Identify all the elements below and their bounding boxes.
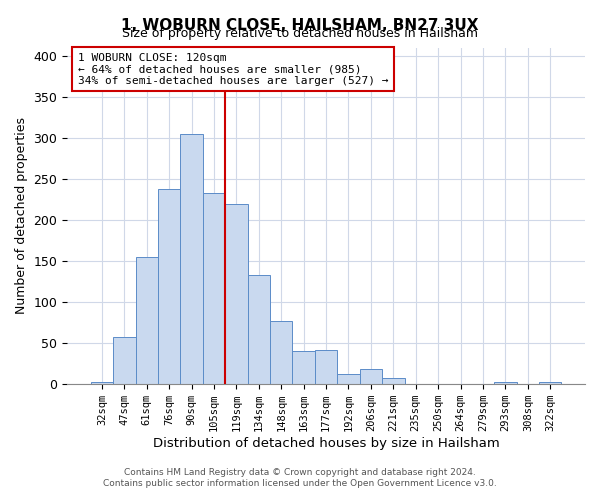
X-axis label: Distribution of detached houses by size in Hailsham: Distribution of detached houses by size …: [153, 437, 499, 450]
Bar: [270, 321, 292, 384]
Bar: [494, 382, 517, 384]
Bar: [113, 336, 136, 384]
Y-axis label: Number of detached properties: Number of detached properties: [15, 118, 28, 314]
Bar: [315, 350, 337, 384]
Bar: [292, 352, 315, 384]
Bar: [360, 370, 382, 384]
Bar: [181, 134, 203, 384]
Bar: [158, 189, 181, 384]
Bar: [539, 382, 562, 384]
Bar: [248, 275, 270, 384]
Bar: [337, 374, 360, 384]
Text: 1 WOBURN CLOSE: 120sqm
← 64% of detached houses are smaller (985)
34% of semi-de: 1 WOBURN CLOSE: 120sqm ← 64% of detached…: [77, 52, 388, 86]
Bar: [91, 382, 113, 384]
Bar: [203, 193, 225, 384]
Text: Contains HM Land Registry data © Crown copyright and database right 2024.
Contai: Contains HM Land Registry data © Crown c…: [103, 468, 497, 487]
Text: 1, WOBURN CLOSE, HAILSHAM, BN27 3UX: 1, WOBURN CLOSE, HAILSHAM, BN27 3UX: [121, 18, 479, 32]
Bar: [382, 378, 404, 384]
Bar: [225, 204, 248, 384]
Text: Size of property relative to detached houses in Hailsham: Size of property relative to detached ho…: [122, 28, 478, 40]
Bar: [136, 257, 158, 384]
